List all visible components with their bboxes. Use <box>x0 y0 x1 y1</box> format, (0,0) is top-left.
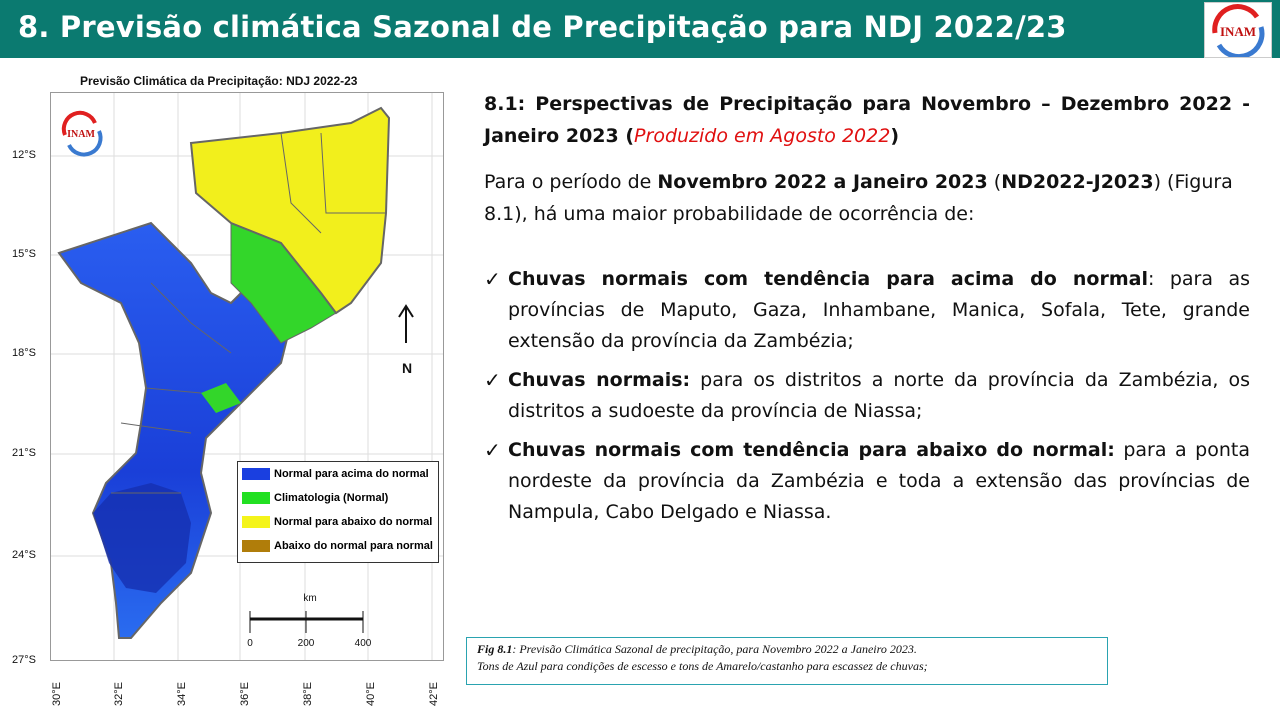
lat-label: 27°S <box>12 654 36 666</box>
lat-label: 12°S <box>12 149 36 161</box>
svg-text:INAM: INAM <box>67 129 95 140</box>
svg-text:200: 200 <box>298 638 315 649</box>
lon-label: 34°E <box>176 682 188 706</box>
caption-label: Fig 8.1 <box>477 642 513 656</box>
check-icon: ✓ <box>484 267 501 291</box>
legend-label: Normal para abaixo do normal <box>274 516 433 528</box>
legend-label: Normal para acima do normal <box>274 468 429 480</box>
bullet-text: : para as províncias de Maputo, Gaza, In… <box>508 268 1250 352</box>
intro-text: ( <box>987 171 1002 193</box>
lat-label: 21°S <box>12 447 36 459</box>
content-panel: 8.1: Perspectivas de Precipitação para N… <box>484 88 1250 528</box>
forecast-map: INAM N km 0 200 400 <box>50 92 444 661</box>
mozambique-map: INAM N km 0 200 400 <box>51 93 443 660</box>
intro-paragraph: Para o período de Novembro 2022 a Janeir… <box>484 166 1250 230</box>
lat-label: 15°S <box>12 248 36 260</box>
bullet-item: ✓ Chuvas normais com tendência para acim… <box>484 264 1250 357</box>
intro-code: ND2022-J2023 <box>1001 171 1154 193</box>
inam-logo-icon: INAM <box>1212 4 1265 60</box>
svg-text:km: km <box>303 593 316 604</box>
legend-swatch <box>242 492 270 504</box>
scale-bar: km 0 200 400 <box>247 593 372 649</box>
caption-line1: : Previsão Climática Sazonal de precipit… <box>512 642 917 656</box>
intro-period: Novembro 2022 a Janeiro 2023 <box>657 171 988 193</box>
svg-text:0: 0 <box>247 638 253 649</box>
bullet-bold: Chuvas normais com tendência para abaixo… <box>508 439 1115 461</box>
legend-swatch <box>242 468 270 480</box>
legend-item: Normal para acima do normal <box>238 462 438 486</box>
lon-label: 36°E <box>239 682 251 706</box>
intro-text: ) (Figura 8.1), há uma maior probabilida… <box>484 171 1233 225</box>
legend-label: Abaixo do normal para normal <box>274 540 433 552</box>
legend-item: Abaixo do normal para normal <box>238 534 438 558</box>
intro-text: Para o período de <box>484 171 658 193</box>
inam-logo: INAM <box>1204 2 1272 60</box>
legend-label: Climatologia (Normal) <box>274 492 389 504</box>
legend-swatch <box>242 540 270 552</box>
svg-text:INAM: INAM <box>1220 24 1256 39</box>
north-arrow-icon: N <box>398 304 414 376</box>
svg-text:400: 400 <box>355 638 372 649</box>
lon-label: 42°E <box>428 682 440 706</box>
bullet-text: para os distritos a norte da província d… <box>508 369 1250 422</box>
bullet-item: ✓ Chuvas normais: para os distritos a no… <box>484 365 1250 427</box>
lat-label: 18°S <box>12 347 36 359</box>
legend-swatch <box>242 516 270 528</box>
heading-close: ) <box>890 125 899 147</box>
lon-label: 40°E <box>365 682 377 706</box>
lon-label: 38°E <box>302 682 314 706</box>
heading-main: 8.1: Perspectivas de Precipitação para N… <box>484 93 1250 147</box>
bullet-item: ✓ Chuvas normais com tendência para abai… <box>484 435 1250 528</box>
figure-caption: Fig 8.1: Previsão Climática Sazonal de p… <box>466 637 1108 685</box>
page-title: 8. Previsão climática Sazonal de Precipi… <box>18 10 1067 44</box>
check-icon: ✓ <box>484 438 501 462</box>
section-heading: 8.1: Perspectivas de Precipitação para N… <box>484 88 1250 152</box>
bullet-bold: Chuvas normais com tendência para acima … <box>508 268 1148 290</box>
caption-line2: Tons de Azul para condições de escesso e… <box>477 659 928 673</box>
map-legend: Normal para acima do normal Climatologia… <box>237 461 439 563</box>
heading-production-note: Produzido em Agosto 2022 <box>634 125 891 147</box>
lat-label: 24°S <box>12 549 36 561</box>
lon-label: 32°E <box>113 682 125 706</box>
legend-item: Normal para abaixo do normal <box>238 510 438 534</box>
check-icon: ✓ <box>484 368 501 392</box>
bullet-bold: Chuvas normais: <box>508 369 691 391</box>
bullet-text: para a ponta nordeste da província da Za… <box>508 439 1250 523</box>
legend-item: Climatologia (Normal) <box>238 486 438 510</box>
lon-label: 30°E <box>51 682 63 706</box>
title-banner: 8. Previsão climática Sazonal de Precipi… <box>0 0 1280 60</box>
svg-text:N: N <box>402 360 412 376</box>
map-title: Previsão Climática da Precipitação: NDJ … <box>80 74 358 88</box>
map-inam-logo: INAM <box>61 110 103 157</box>
